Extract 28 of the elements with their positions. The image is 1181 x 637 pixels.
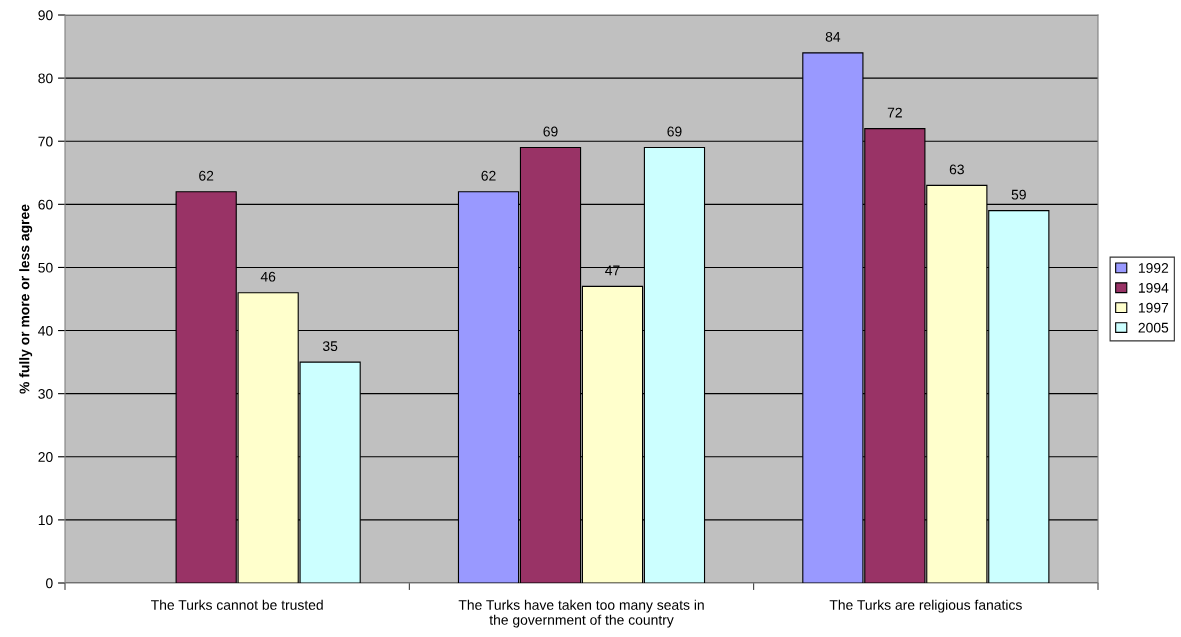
legend-label: 2005 [1138,322,1169,333]
data-label: 59 [1011,189,1026,200]
x-tick-label: The Turks are religious fanatics [829,599,1022,613]
y-tick-label: 70 [38,136,53,147]
data-label: 69 [667,126,682,137]
legend-label: 1992 [1138,263,1169,273]
y-tick-label: 50 [38,262,53,273]
data-label: 69 [543,126,558,137]
y-tick-label: 0 [46,578,53,589]
y-tick-label: 10 [38,515,53,526]
y-tick-label: 90 [38,10,53,21]
data-label: 62 [481,170,496,181]
y-tick-label: 20 [38,452,53,462]
data-label: 46 [260,271,276,282]
data-label: 72 [887,107,902,118]
y-axis-title: % fully or more or less agree [19,204,33,394]
data-label: 63 [949,164,964,175]
x-tick-label: The Turks cannot be trusted [151,599,323,610]
x-tick-label: The Turks have taken too many seats in the government of the country [458,599,704,628]
y-tick-label: 80 [38,73,53,84]
data-label: 35 [322,341,338,352]
data-label: 62 [199,170,214,181]
y-tick-label: 60 [38,199,53,210]
legend-label: 1994 [1138,282,1169,293]
legend-label: 1997 [1138,302,1169,313]
y-tick-label: 40 [38,325,53,336]
y-tick-label: 30 [38,389,53,399]
data-label: 84 [825,31,841,42]
